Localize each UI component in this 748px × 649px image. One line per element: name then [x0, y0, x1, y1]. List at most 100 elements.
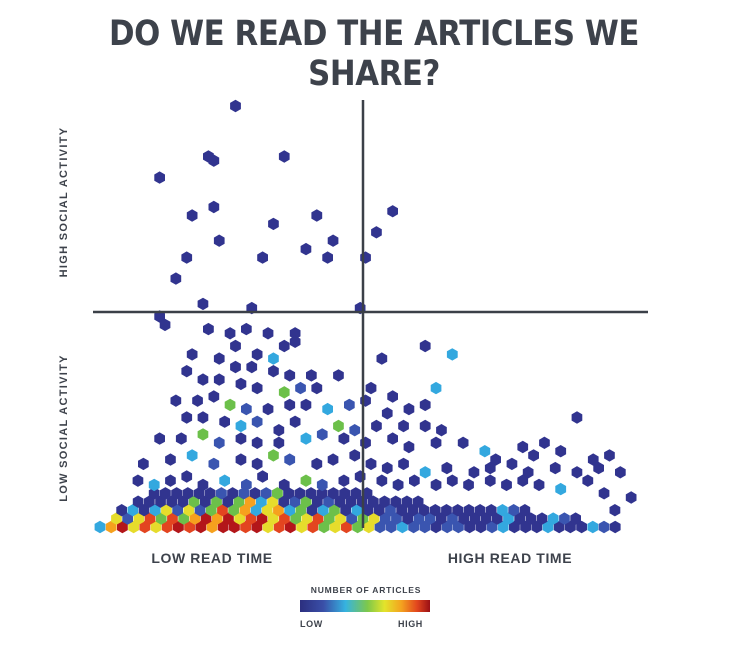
hexbin-cell	[116, 504, 127, 517]
hexbin-cell	[547, 512, 559, 525]
hexbin-cell	[307, 520, 319, 534]
hexbin-cell	[480, 512, 492, 525]
hexbin-cell	[501, 478, 512, 492]
hexbin-cell	[468, 466, 480, 479]
hexbin-cell	[144, 495, 155, 508]
hexbin-cell	[349, 424, 361, 437]
hexbin-cell	[469, 512, 481, 525]
hexbin-cell	[362, 504, 374, 517]
hexbin-cell	[484, 461, 496, 475]
hexbin-cell	[273, 436, 285, 449]
hexbin-cell	[186, 209, 198, 222]
hexbin-cell	[517, 440, 529, 454]
hexbin-cell	[390, 495, 402, 508]
hexbin-cell	[419, 520, 431, 534]
hexbin-cell	[224, 398, 236, 412]
hexbin-cell	[322, 402, 333, 416]
hexbin-cell	[241, 402, 252, 416]
hexbin-cell	[208, 390, 220, 403]
hexbin-cell	[165, 453, 176, 466]
hexbin-cell	[333, 419, 344, 433]
hexbin-cell	[311, 209, 323, 222]
hexbin-cell	[197, 373, 209, 386]
hexbin-cell	[387, 390, 398, 403]
hexbin-cell	[189, 512, 201, 525]
hexbin-cell	[278, 495, 290, 508]
hexbin-cell	[284, 453, 296, 466]
hexbin-cell	[323, 495, 334, 508]
hexbin-cell	[615, 466, 626, 479]
hexbin-cell	[256, 512, 268, 525]
hexbin-cell	[452, 504, 463, 517]
hexbin-cell	[376, 352, 388, 365]
hexbin-cell	[300, 432, 312, 445]
hexbin-cell	[311, 381, 323, 395]
hexbin-cell	[217, 504, 228, 517]
hexbin-cell	[402, 512, 413, 525]
hexbin-cell	[251, 436, 263, 449]
hexbin-cell	[474, 504, 486, 517]
y-label-high: HIGH SOCIAL ACTIVITY	[58, 127, 70, 278]
hexbin-cell	[267, 512, 279, 525]
hexbin-cell	[458, 512, 469, 525]
hexbin-cell	[181, 411, 193, 424]
hexbin-cell	[398, 457, 409, 471]
hexbin-cell	[381, 407, 393, 420]
hexbin-cell	[457, 436, 469, 449]
hexbin-cell	[345, 495, 357, 508]
hexbin-cell	[155, 512, 167, 525]
hexbin-cell	[208, 154, 220, 167]
hexbin-cell	[497, 504, 508, 517]
hexbin-cell	[161, 520, 173, 534]
hexbin-cell	[256, 495, 267, 508]
hexbin-cell	[230, 99, 241, 113]
hexbin-cell	[170, 272, 182, 285]
hexbin-cell	[284, 369, 296, 382]
hexbin-cell	[165, 474, 176, 487]
hexbin-cell	[222, 495, 234, 508]
hexbin-cell	[250, 504, 262, 517]
hexbin-cell	[244, 495, 256, 508]
legend-low-label: LOW	[300, 619, 323, 629]
hexbin-cell	[235, 377, 247, 391]
hexbin-cells	[94, 99, 637, 534]
hexbin-cell	[167, 512, 178, 525]
hexbin-cell	[539, 436, 550, 449]
hexbin-cell	[160, 487, 171, 500]
x-label-high: HIGH READ TIME	[448, 550, 572, 566]
hexbin-cell	[486, 520, 498, 534]
hexbin-cell	[446, 348, 458, 361]
hexbin-cell	[441, 461, 453, 475]
hexbin-cell	[587, 520, 599, 534]
hexbin-cell	[251, 457, 263, 471]
hexbin-cell	[234, 512, 245, 525]
hexbin-cell	[424, 512, 436, 525]
hexbin-cell	[213, 373, 225, 386]
hexbin-cell	[289, 335, 301, 348]
hexbin-cell	[533, 478, 545, 492]
hexbin-cell	[349, 449, 361, 462]
hexbin-cell	[279, 512, 290, 525]
hexbin-cell	[233, 495, 245, 508]
hexbin-cell	[197, 411, 209, 424]
hexbin-cell	[172, 504, 183, 517]
hexbin-cell	[181, 365, 193, 378]
hexbin-cell	[211, 512, 223, 525]
hexbin-cell	[371, 226, 382, 239]
hexbin-cell	[228, 504, 239, 517]
hexbin-cell	[192, 394, 203, 407]
hexbin-cell	[182, 487, 194, 500]
y-label-low: LOW SOCIAL ACTIVITY	[58, 354, 70, 502]
hexbin-cell	[571, 466, 583, 479]
hexbin-cell	[528, 449, 539, 462]
hexbin-cell	[197, 297, 209, 311]
hexbin-cell	[257, 251, 268, 264]
hexbin-cell	[453, 520, 464, 534]
hexbin-cell	[522, 466, 534, 479]
hexbin-cell	[273, 504, 284, 517]
hexbin-cell	[206, 520, 218, 534]
hexbin-cell	[311, 457, 323, 471]
hexbin-cell	[171, 487, 182, 500]
hexbin-cell	[401, 495, 413, 508]
hexbin-cell	[245, 512, 257, 525]
